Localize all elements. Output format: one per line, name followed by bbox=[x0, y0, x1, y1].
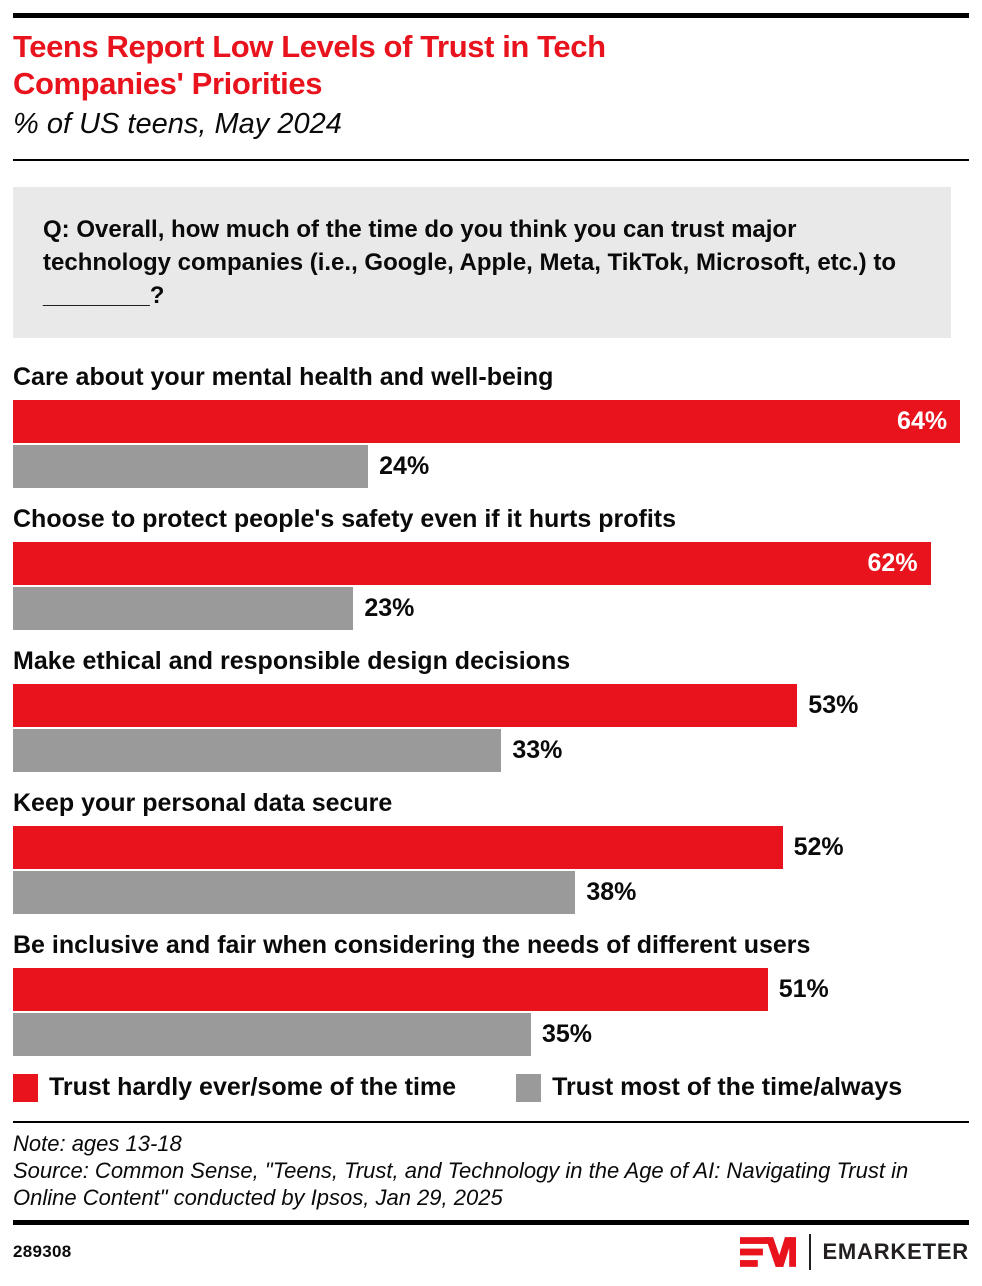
brand-name: EMARKETER bbox=[822, 1239, 969, 1264]
bar-group: Keep your personal data secure 52% 38% bbox=[13, 789, 969, 914]
value-label: 33% bbox=[512, 736, 563, 764]
legend-label: Trust hardly ever/some of the time bbox=[49, 1073, 457, 1101]
survey-question-box: Q: Overall, how much of the time do you … bbox=[13, 187, 951, 338]
bar-group: Be inclusive and fair when considering t… bbox=[13, 931, 969, 1056]
footer: 289308 EMARKETER bbox=[13, 1234, 969, 1270]
bar-row: 51% bbox=[13, 968, 969, 1011]
legend-swatch-red bbox=[13, 1073, 38, 1102]
footer-divider bbox=[13, 1220, 969, 1225]
value-label: 35% bbox=[541, 1020, 592, 1048]
note-text: Note: ages 13-18 bbox=[13, 1131, 182, 1156]
value-label: 64% bbox=[897, 407, 948, 435]
source-text: Source: Common Sense, "Teens, Trust, and… bbox=[13, 1158, 909, 1210]
top-rule bbox=[13, 13, 969, 18]
legend-label: Trust most of the time/always bbox=[552, 1073, 903, 1101]
value-label: 52% bbox=[793, 833, 844, 861]
bar-row: 62% bbox=[13, 542, 969, 585]
value-label: 51% bbox=[778, 975, 829, 1003]
trust-low-bar: 64% bbox=[13, 400, 961, 443]
value-label: 53% bbox=[808, 691, 859, 719]
emarketer-logo-icon bbox=[740, 1237, 797, 1267]
trust-low-bar bbox=[13, 968, 768, 1011]
bar-row: 33% bbox=[13, 729, 969, 772]
bar-row: 23% bbox=[13, 587, 969, 630]
bar-row: 52% bbox=[13, 826, 969, 869]
header-divider bbox=[13, 159, 969, 161]
trust-high-bar bbox=[13, 445, 369, 488]
brand-divider bbox=[809, 1234, 812, 1270]
bar-group: Choose to protect people's safety even i… bbox=[13, 505, 969, 630]
category-label: Be inclusive and fair when considering t… bbox=[13, 931, 811, 959]
notes-divider bbox=[13, 1121, 969, 1123]
legend-item-trust-high: Trust most of the time/always bbox=[516, 1073, 902, 1102]
trust-high-bar bbox=[13, 729, 502, 772]
category-label: Care about your mental health and well-b… bbox=[13, 363, 554, 391]
bar-row: 64% bbox=[13, 400, 969, 443]
legend-swatch-gray bbox=[516, 1073, 542, 1102]
trust-high-bar bbox=[13, 1013, 531, 1056]
value-label: 62% bbox=[867, 549, 918, 577]
page-title: Teens Report Low Levels of Trust in Tech… bbox=[13, 29, 606, 101]
bar-row: 53% bbox=[13, 684, 969, 727]
bar-row: 24% bbox=[13, 445, 969, 488]
brand-lockup: EMARKETER bbox=[740, 1234, 969, 1270]
bar-chart: Care about your mental health and well-b… bbox=[13, 363, 969, 1056]
value-label: 23% bbox=[364, 594, 415, 622]
legend-item-trust-low: Trust hardly ever/some of the time bbox=[13, 1073, 456, 1102]
bar-row: 35% bbox=[13, 1013, 969, 1056]
bar-row: 38% bbox=[13, 871, 969, 914]
trust-low-bar: 62% bbox=[13, 542, 931, 585]
trust-low-bar bbox=[13, 826, 783, 869]
trust-high-bar bbox=[13, 871, 576, 914]
bar-group: Make ethical and responsible design deci… bbox=[13, 647, 969, 772]
value-label: 24% bbox=[379, 452, 430, 480]
page-subtitle: % of US teens, May 2024 bbox=[13, 108, 342, 140]
category-label: Make ethical and responsible design deci… bbox=[13, 647, 571, 675]
category-label: Keep your personal data secure bbox=[13, 789, 393, 817]
chart-legend: Trust hardly ever/some of the time Trust… bbox=[13, 1073, 969, 1102]
trust-low-bar bbox=[13, 684, 798, 727]
category-label: Choose to protect people's safety even i… bbox=[13, 505, 676, 533]
value-label: 38% bbox=[586, 878, 637, 906]
chart-id: 289308 bbox=[13, 1242, 72, 1261]
bar-group: Care about your mental health and well-b… bbox=[13, 363, 969, 488]
trust-high-bar bbox=[13, 587, 354, 630]
notes-block: Note: ages 13-18 Source: Common Sense, "… bbox=[13, 1130, 969, 1211]
